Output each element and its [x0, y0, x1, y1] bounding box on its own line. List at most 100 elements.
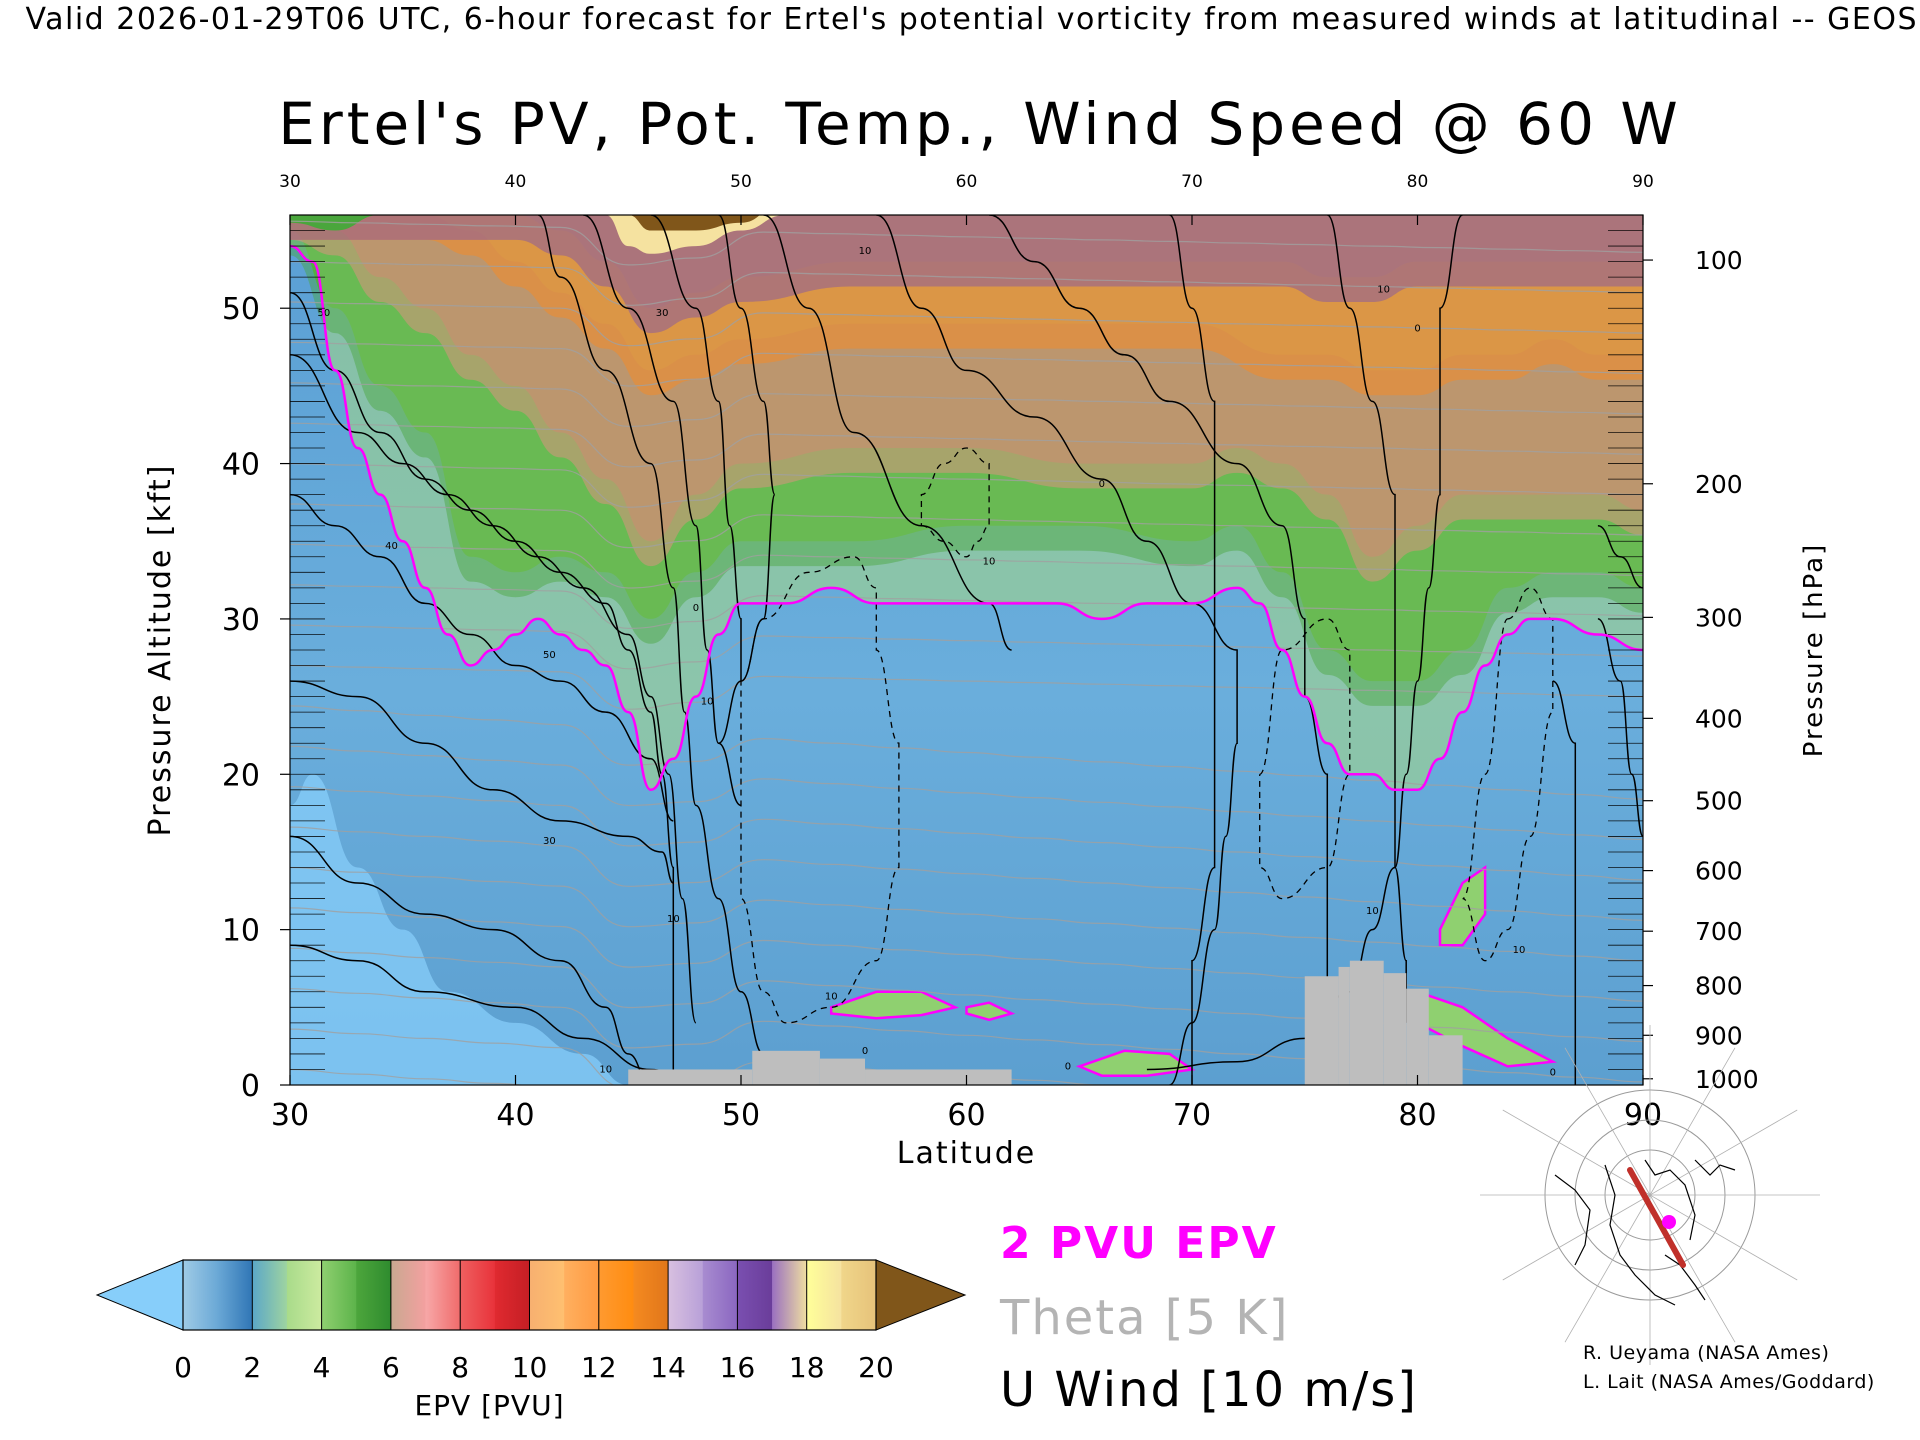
theta-contour: [290, 463, 1643, 508]
legend-u-wind: U Wind [10 m/s]: [1000, 1362, 1419, 1418]
u-wind-contour: [1326, 215, 1407, 1023]
u-wind-label: 10: [825, 992, 838, 1003]
pressure-tick-label: 800: [1695, 972, 1743, 1001]
terrain-block: [1428, 1035, 1463, 1085]
theta-contour: [290, 543, 1643, 589]
map-section-track: [1627, 1167, 1686, 1268]
pressure-tick-label: 700: [1695, 917, 1743, 946]
u-wind-label: 50: [543, 650, 556, 661]
pv-band-green-shade: [290, 215, 1643, 706]
x-tick-label-top: 40: [505, 172, 527, 192]
colorbar-bin: [321, 1260, 357, 1330]
theta-contour: [290, 382, 1643, 428]
u-wind-contour: [876, 215, 1238, 1085]
u-wind-label: 10: [701, 696, 714, 707]
u-wind-contour-negative: [740, 556, 900, 1024]
x-tick-label-top: 80: [1407, 172, 1429, 192]
colorbar-under-arrow: [95, 1259, 184, 1331]
theta-contour: [290, 866, 1643, 962]
y-tick-label: 30: [222, 603, 260, 638]
colorbar-bin: [529, 1260, 565, 1330]
y-tick-label: 0: [241, 1069, 260, 1104]
x-tick-label-top: 70: [1181, 172, 1203, 192]
x-tick-label: 50: [722, 1098, 760, 1133]
u-wind-contour: [1168, 215, 1216, 1085]
x-tick-label: 90: [1624, 1098, 1662, 1133]
colorbar-tick-label: 20: [858, 1351, 894, 1384]
x-tick-label-top: 90: [1632, 172, 1654, 192]
colorbar-bin: [702, 1260, 738, 1330]
u-wind-contour: [290, 944, 696, 1085]
colorbar-bin: [286, 1260, 323, 1330]
u-wind-label: 10: [859, 246, 872, 257]
colorbar-tick-label: 6: [382, 1351, 400, 1384]
colorbar-bin: [564, 1260, 600, 1330]
y-tick-label: 20: [222, 758, 260, 793]
theta-contour: [290, 220, 1643, 266]
y-axis-label: Pressure Altitude [kft]: [143, 464, 178, 837]
x-axis-label: Latitude: [897, 1136, 1036, 1171]
x-tick-label-top: 50: [730, 172, 752, 192]
colorbar-bin: [183, 1260, 219, 1330]
u-wind-label: 0: [1414, 324, 1420, 335]
pv-band-orange-shade: [290, 215, 1643, 396]
u-wind-label: 10: [1377, 285, 1390, 296]
map-meridian: [1564, 1047, 1651, 1196]
pressure-tick-label: 400: [1695, 704, 1743, 733]
map-meridian: [1564, 1194, 1651, 1343]
terrain-block: [1349, 960, 1384, 1085]
u-wind-label: 10: [983, 557, 996, 568]
colorbar-tick-label: 14: [650, 1351, 686, 1384]
theta-contour: [290, 503, 1643, 549]
u-wind-contour: [290, 354, 697, 1024]
theta-contour: [290, 341, 1643, 387]
pressure-tick-label: 1000: [1695, 1065, 1759, 1094]
colorbar-bin: [598, 1260, 634, 1330]
colorbar-tick-label: 8: [451, 1351, 469, 1384]
colorbar-bin: [425, 1260, 461, 1330]
u-wind-label: 30: [543, 836, 556, 847]
locator-map: [1480, 1025, 1820, 1365]
colorbar-bin: [806, 1260, 842, 1330]
map-meridian: [1649, 1109, 1798, 1196]
map-coastline: [1604, 1164, 1676, 1306]
terrain-block: [1338, 966, 1350, 1085]
u-wind-label: 0: [1099, 479, 1105, 490]
map-coastline: [1644, 1159, 1696, 1241]
colorbar-tick-label: 10: [512, 1351, 548, 1384]
pv2-tropopause-line: [290, 244, 1643, 792]
pv-anomaly-2: [965, 1001, 1016, 1022]
x-tick-label: 70: [1173, 1098, 1211, 1133]
u-wind-contour-negative: [1259, 618, 1351, 900]
x-tick-label: 30: [271, 1098, 309, 1133]
map-coastline: [1694, 1159, 1736, 1176]
u-wind-contour: [537, 215, 787, 1085]
theta-contour: [290, 826, 1643, 921]
u-wind-contour: [290, 680, 674, 884]
theta-contour: [290, 422, 1643, 468]
colorbar-bin: [841, 1260, 877, 1330]
u-wind-contour: [989, 215, 1329, 1085]
u-wind-label: 10: [667, 914, 680, 925]
pressure-tick-label: 600: [1695, 857, 1743, 886]
theta-contour: [290, 261, 1643, 306]
colorbar-bin: [772, 1260, 808, 1330]
u-wind-contour: [1552, 680, 1577, 1085]
terrain-block: [628, 1069, 753, 1085]
u-wind-label: 0: [1550, 1068, 1556, 1079]
map-meridian: [1502, 1194, 1651, 1281]
u-wind-contour: [290, 835, 652, 1085]
colorbar-tick-label: 16: [720, 1351, 756, 1384]
u-wind-label: 10: [1366, 906, 1379, 917]
x-tick-label-top: 30: [279, 172, 301, 192]
map-coastline: [1664, 1254, 1706, 1301]
terrain-block: [819, 1058, 866, 1085]
colorbar-bin: [390, 1260, 427, 1330]
theta-contour: [290, 705, 1643, 800]
colorbar-bin: [494, 1260, 530, 1330]
chart-title: Ertel's PV, Pot. Temp., Wind Speed @ 60 …: [278, 90, 1682, 158]
colorbar-tick-label: 4: [313, 1351, 331, 1384]
pressure-tick-label: 900: [1695, 1021, 1743, 1050]
colorbar-bin: [633, 1260, 669, 1330]
